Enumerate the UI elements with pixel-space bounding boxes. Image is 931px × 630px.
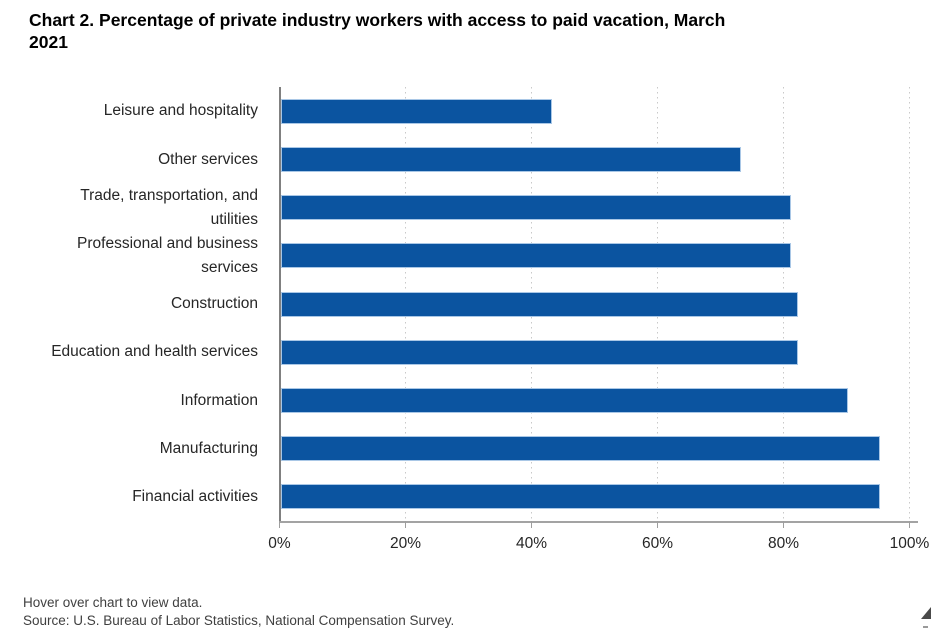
category-label-financial-activities: Financial activities [20, 473, 258, 521]
x-tick-40 [531, 521, 532, 528]
category-label-other-services: Other services [20, 135, 258, 183]
category-label-leisure-and-hospitality: Leisure and hospitality [20, 87, 258, 135]
x-tick-0 [279, 521, 280, 528]
bar-construction[interactable] [281, 291, 798, 317]
bar-other-services[interactable] [281, 146, 741, 172]
x-axis-line [279, 521, 918, 523]
category-label-manufacturing: Manufacturing [20, 425, 258, 473]
category-label-line: Manufacturing [159, 439, 258, 457]
x-tick-label-40: 40% [515, 535, 548, 552]
category-label-line: Other services [158, 150, 258, 168]
chart-title-line1: Chart 2. Percentage of private industry … [29, 10, 726, 30]
source-note: Source: U.S. Bureau of Labor Statistics,… [23, 613, 455, 628]
y-axis-line [279, 87, 281, 523]
gridline-100 [909, 87, 910, 521]
chart-footer: Hover over chart to view data. Source: U… [23, 594, 454, 630]
bar-manufacturing[interactable] [281, 436, 880, 462]
category-label-line: Construction [170, 295, 258, 313]
category-label-line: services [201, 258, 258, 276]
bar-professional-and-business-services[interactable] [281, 243, 792, 269]
x-tick-label-80: 80% [767, 535, 800, 552]
category-label-trade-transportation-and-utilities: Trade, transportation, and utilities [20, 183, 258, 231]
category-label-information: Information [20, 376, 258, 424]
bar-information[interactable] [281, 387, 848, 413]
resize-corner-icon[interactable] [921, 607, 931, 619]
x-tick-label-20: 20% [389, 535, 422, 552]
x-tick-label-60: 60% [641, 535, 674, 552]
category-label-line: Financial activities [132, 488, 258, 506]
category-label-line: Information [180, 391, 258, 409]
category-label-line: Education and health services [51, 343, 258, 361]
bar-trade-transportation-and-utilities[interactable] [281, 195, 792, 221]
chart-title: Chart 2. Percentage of private industry … [29, 10, 909, 53]
category-label-line: utilities [210, 210, 258, 228]
bar-financial-activities[interactable] [281, 484, 880, 510]
x-tick-100 [909, 521, 910, 528]
x-tick-80 [783, 521, 784, 528]
bar-leisure-and-hospitality[interactable] [281, 98, 552, 124]
x-tick-label-0: 0% [268, 535, 291, 552]
category-label-line: Leisure and hospitality [103, 102, 258, 120]
x-tick-label-100: 100% [889, 535, 930, 552]
category-label-education-and-health-services: Education and health services [20, 328, 258, 376]
bar-education-and-health-services[interactable] [281, 339, 798, 365]
category-label-construction: Construction [20, 280, 258, 328]
x-tick-20 [405, 521, 406, 528]
corner-dash-icon [923, 626, 928, 628]
category-label-professional-and-business-services: Professional and business services [20, 232, 258, 280]
hover-note: Hover over chart to view data. [23, 595, 203, 610]
chart-title-line2: 2021 [29, 31, 68, 52]
x-tick-60 [657, 521, 658, 528]
category-label-line: Trade, transportation, and [80, 187, 258, 205]
category-label-line: Professional and business [77, 235, 258, 253]
